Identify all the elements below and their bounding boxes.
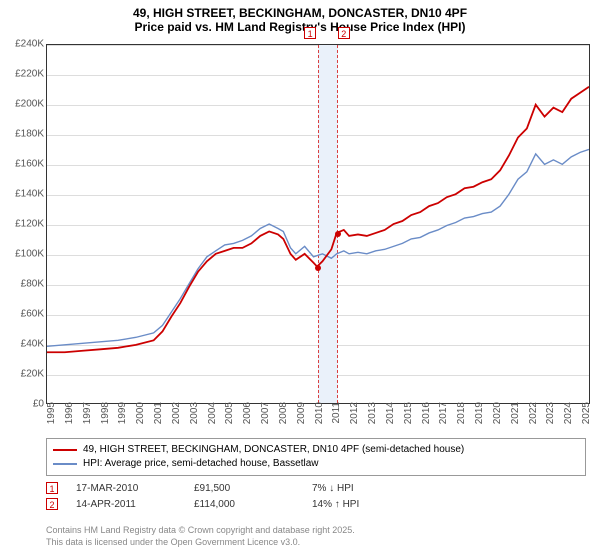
x-tick-label: 2019: [474, 402, 485, 432]
y-tick-label: £60K: [4, 309, 44, 320]
x-tick-label: 2009: [296, 402, 307, 432]
x-tick-label: 2025: [581, 402, 592, 432]
tx-pct: 14% ↑ HPI: [312, 499, 412, 510]
marker-dot: [315, 265, 321, 271]
footer-line-1: Contains HM Land Registry data © Crown c…: [46, 524, 355, 536]
x-tick-label: 2013: [367, 402, 378, 432]
x-tick-label: 1996: [64, 402, 75, 432]
tx-marker: 2: [46, 498, 58, 510]
x-tick-label: 2006: [242, 402, 253, 432]
marker-dot: [335, 231, 341, 237]
x-tick-label: 2003: [189, 402, 200, 432]
transactions: 1 17-MAR-2010 £91,500 7% ↓ HPI 2 14-APR-2011 £…: [46, 482, 586, 514]
y-tick-label: £20K: [4, 369, 44, 380]
footer: Contains HM Land Registry data © Crown c…: [46, 524, 355, 548]
x-tick-label: 2002: [171, 402, 182, 432]
y-tick-label: £240K: [4, 39, 44, 50]
y-tick-label: £100K: [4, 249, 44, 260]
x-tick-label: 2024: [563, 402, 574, 432]
x-tick-label: 2022: [528, 402, 539, 432]
x-tick-label: 2016: [421, 402, 432, 432]
x-tick-label: 2004: [207, 402, 218, 432]
y-tick-label: £0: [4, 399, 44, 410]
tx-marker: 1: [46, 482, 58, 494]
marker-number: 1: [304, 27, 316, 39]
x-tick-label: 2014: [385, 402, 396, 432]
x-tick-label: 2015: [403, 402, 414, 432]
transaction-row: 2 14-APR-2011 £114,000 14% ↑ HPI: [46, 498, 586, 510]
x-tick-label: 2023: [545, 402, 556, 432]
legend: 49, HIGH STREET, BECKINGHAM, DONCASTER, …: [46, 438, 586, 476]
x-tick-label: 1995: [46, 402, 57, 432]
y-tick-label: £180K: [4, 129, 44, 140]
marker-number: 2: [338, 27, 350, 39]
x-tick-label: 1998: [100, 402, 111, 432]
series-red-line: [47, 87, 589, 353]
tx-price: £114,000: [194, 499, 294, 510]
tx-date: 14-APR-2011: [76, 499, 176, 510]
x-tick-label: 2001: [153, 402, 164, 432]
y-tick-label: £160K: [4, 159, 44, 170]
legend-swatch-red: [53, 449, 77, 451]
y-tick-label: £120K: [4, 219, 44, 230]
y-tick-label: £40K: [4, 339, 44, 350]
transaction-row: 1 17-MAR-2010 £91,500 7% ↓ HPI: [46, 482, 586, 494]
x-tick-label: 2005: [224, 402, 235, 432]
series-blue-line: [47, 149, 589, 346]
price-chart: 12: [46, 44, 590, 404]
y-tick-label: £200K: [4, 99, 44, 110]
x-tick-label: 2010: [314, 402, 325, 432]
y-tick-label: £220K: [4, 69, 44, 80]
x-tick-label: 2012: [349, 402, 360, 432]
tx-price: £91,500: [194, 483, 294, 494]
title-line-1: 49, HIGH STREET, BECKINGHAM, DONCASTER, …: [0, 6, 600, 20]
tx-date: 17-MAR-2010: [76, 483, 176, 494]
y-tick-label: £80K: [4, 279, 44, 290]
legend-swatch-blue: [53, 463, 77, 465]
x-tick-label: 1999: [117, 402, 128, 432]
x-tick-label: 2011: [331, 402, 342, 432]
tx-pct: 7% ↓ HPI: [312, 483, 412, 494]
x-tick-label: 2007: [260, 402, 271, 432]
x-tick-label: 2020: [492, 402, 503, 432]
y-tick-label: £140K: [4, 189, 44, 200]
footer-line-2: This data is licensed under the Open Gov…: [46, 536, 355, 548]
x-tick-label: 1997: [82, 402, 93, 432]
title-line-2: Price paid vs. HM Land Registry's House …: [0, 20, 600, 34]
x-tick-label: 2017: [438, 402, 449, 432]
x-tick-label: 2008: [278, 402, 289, 432]
legend-red-label: 49, HIGH STREET, BECKINGHAM, DONCASTER, …: [83, 443, 464, 457]
x-tick-label: 2000: [135, 402, 146, 432]
x-tick-label: 2018: [456, 402, 467, 432]
legend-blue-label: HPI: Average price, semi-detached house,…: [83, 457, 319, 471]
x-axis-labels: 1995199619971998199920002001200220032004…: [46, 406, 590, 436]
x-tick-label: 2021: [510, 402, 521, 432]
